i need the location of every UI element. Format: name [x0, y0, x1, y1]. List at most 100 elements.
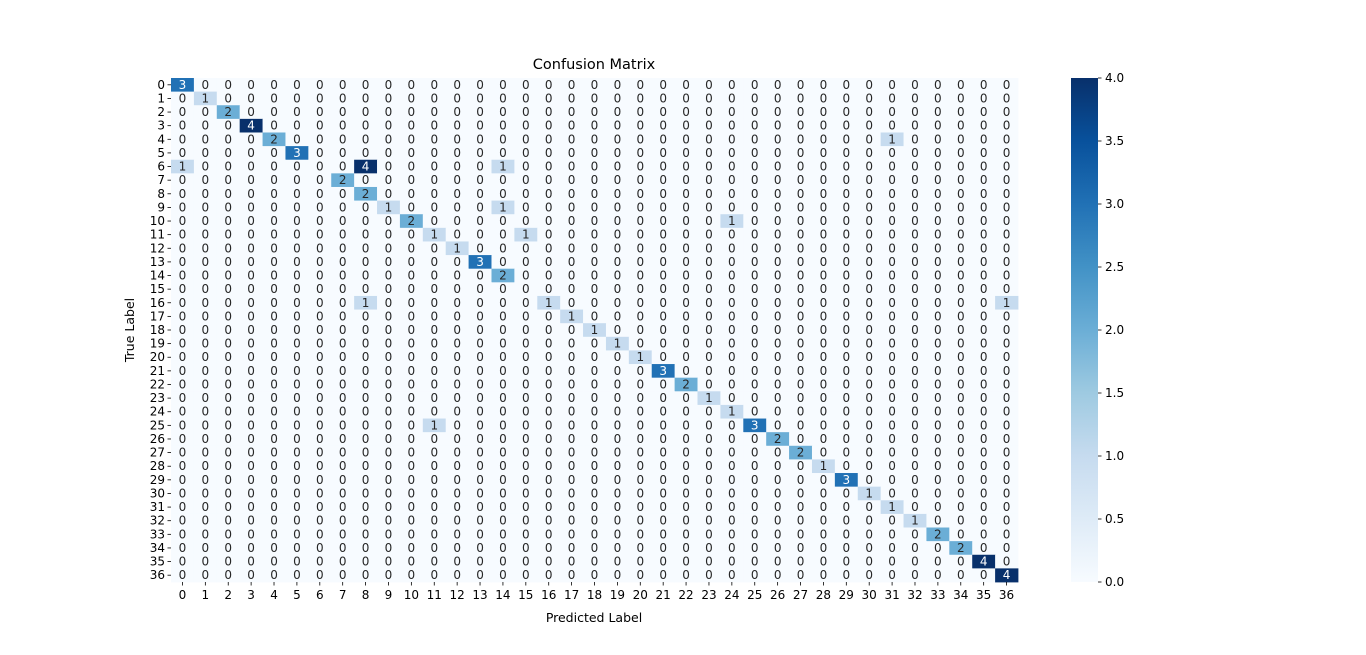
- heatmap-cell: [239, 227, 263, 242]
- heatmap-cell: [743, 336, 767, 351]
- cell-value-label: 0: [705, 418, 713, 432]
- heatmap-cell: [377, 282, 401, 297]
- cell-value-label: 0: [316, 405, 324, 419]
- heatmap-cell: [811, 527, 836, 542]
- cell-value-label: 1: [202, 91, 210, 105]
- cell-value-label: 0: [911, 105, 919, 119]
- heatmap-cell: [583, 350, 607, 365]
- heatmap-cell: [308, 541, 332, 556]
- heatmap-cell: [903, 350, 927, 365]
- heatmap-cell: [995, 282, 1019, 297]
- cell-value-label: 0: [888, 459, 896, 473]
- heatmap-cell: [720, 527, 744, 542]
- heatmap-cell: [399, 432, 424, 447]
- cell-value-label: 0: [1003, 78, 1011, 92]
- heatmap-cell: [926, 255, 950, 270]
- heatmap-cell: [857, 432, 882, 447]
- cell-value-label: 0: [270, 269, 278, 283]
- heatmap-cell: [949, 268, 973, 283]
- heatmap-cell: [743, 91, 767, 106]
- heatmap-cell: [972, 295, 996, 310]
- heatmap-cell: [766, 227, 790, 242]
- heatmap-cell: [995, 377, 1019, 392]
- cell-value-label: 0: [659, 568, 667, 582]
- cell-value-label: 0: [247, 500, 255, 514]
- heatmap-cell: [262, 418, 286, 433]
- cell-value-label: 0: [797, 500, 805, 514]
- heatmap-cell: [239, 554, 263, 569]
- heatmap-cell: [354, 173, 378, 188]
- cell-value-label: 0: [865, 459, 873, 473]
- x-tick-label: 23: [701, 588, 716, 602]
- heatmap-cell: [605, 91, 630, 106]
- cell-value-label: 0: [774, 568, 782, 582]
- cell-value-label: 0: [270, 173, 278, 187]
- cell-value-label: 0: [682, 568, 690, 582]
- heatmap-cell: [216, 309, 241, 324]
- heatmap-cell: [995, 336, 1019, 351]
- cell-value-label: 0: [293, 255, 301, 269]
- heatmap-cell: [537, 500, 561, 515]
- heatmap-cell: [285, 404, 309, 419]
- cell-value-label: 2: [362, 187, 370, 201]
- heatmap-cell: [216, 200, 241, 215]
- cell-value-label: 0: [522, 568, 530, 582]
- cell-value-label: 0: [224, 214, 232, 228]
- cell-value-label: 0: [202, 459, 210, 473]
- cell-value-label: 0: [636, 323, 644, 337]
- heatmap-cell: [972, 404, 996, 419]
- cell-value-label: 0: [980, 337, 988, 351]
- cell-value-label: 1: [888, 500, 896, 514]
- heatmap-cell: [949, 132, 973, 147]
- heatmap-cell: [628, 377, 653, 392]
- heatmap-cell: [171, 105, 195, 120]
- heatmap-cell: [972, 200, 996, 215]
- heatmap-cell: [766, 445, 790, 460]
- cell-value-label: 0: [820, 173, 828, 187]
- cell-value-label: 0: [728, 132, 736, 146]
- cell-value-label: 0: [865, 500, 873, 514]
- cell-value-label: 0: [797, 173, 805, 187]
- cell-value-label: 0: [614, 119, 622, 133]
- cell-value-label: 0: [522, 282, 530, 296]
- cell-value-label: 0: [820, 119, 828, 133]
- cell-value-label: 0: [385, 269, 393, 283]
- heatmap-cell: [354, 459, 378, 474]
- heatmap-cell: [285, 227, 309, 242]
- cell-value-label: 0: [842, 432, 850, 446]
- cell-value-label: 0: [980, 255, 988, 269]
- heatmap-cell: [422, 227, 447, 242]
- cell-value-label: 0: [316, 241, 324, 255]
- cell-value-label: 0: [545, 527, 553, 541]
- heatmap-cell: [422, 486, 447, 501]
- heatmap-cell: [262, 391, 286, 406]
- heatmap-cell: [308, 377, 332, 392]
- heatmap-cell: [399, 200, 424, 215]
- heatmap-cell: [468, 268, 492, 283]
- cell-value-label: 0: [820, 255, 828, 269]
- cell-value-label: 0: [751, 91, 759, 105]
- heatmap-cell: [903, 473, 927, 488]
- cell-value-label: 0: [247, 241, 255, 255]
- cell-value-label: 0: [682, 309, 690, 323]
- heatmap-cell: [514, 459, 538, 474]
- heatmap-cell: [789, 350, 813, 365]
- cell-value-label: 0: [453, 282, 461, 296]
- heatmap-cell: [216, 295, 241, 310]
- heatmap-cell: [193, 295, 218, 310]
- heatmap-cell: [697, 418, 721, 433]
- cell-value-label: 0: [682, 105, 690, 119]
- x-tick-label: 29: [839, 588, 854, 602]
- heatmap-cell: [628, 105, 653, 120]
- heatmap-cell: [903, 459, 927, 474]
- heatmap-cell: [995, 91, 1019, 106]
- cell-value-label: 1: [636, 350, 644, 364]
- heatmap-cell: [766, 541, 790, 556]
- heatmap-cell: [537, 527, 561, 542]
- cell-value-label: 0: [614, 446, 622, 460]
- y-tick-label: 35: [150, 555, 165, 569]
- cell-value-label: 0: [362, 391, 370, 405]
- cell-value-label: 0: [934, 187, 942, 201]
- cell-value-label: 0: [362, 405, 370, 419]
- heatmap-cell: [445, 241, 469, 256]
